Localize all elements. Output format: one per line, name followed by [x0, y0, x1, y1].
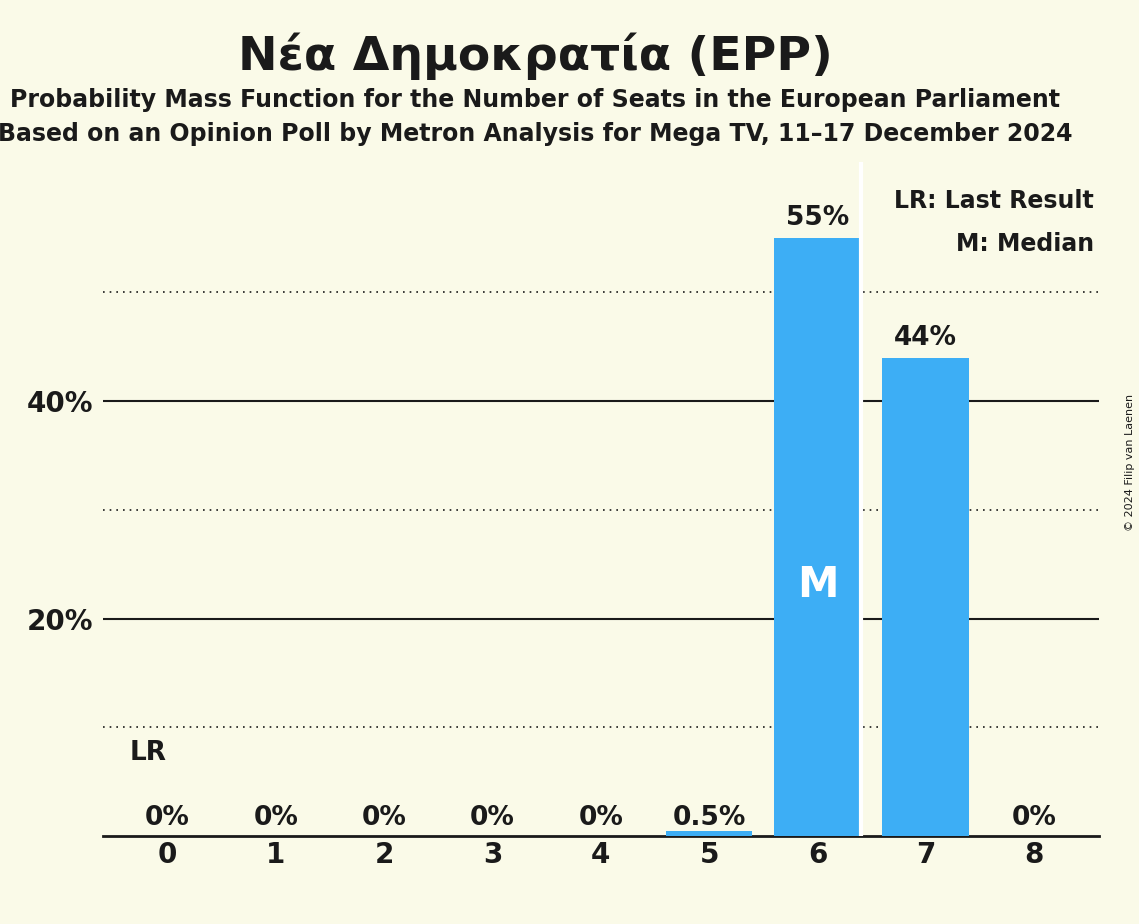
- Text: 44%: 44%: [894, 325, 957, 351]
- Bar: [883, 358, 969, 836]
- Bar: [666, 831, 753, 836]
- Text: 55%: 55%: [786, 205, 849, 231]
- Text: 0%: 0%: [1011, 805, 1057, 831]
- Text: Based on an Opinion Poll by Metron Analysis for Mega TV, 11–17 December 2024: Based on an Opinion Poll by Metron Analy…: [0, 122, 1073, 146]
- Text: M: M: [796, 564, 838, 606]
- Text: Nέα Δημοκρατία (EPP): Nέα Δημοκρατία (EPP): [238, 32, 833, 79]
- Text: © 2024 Filip van Laenen: © 2024 Filip van Laenen: [1125, 394, 1134, 530]
- Text: 0%: 0%: [470, 805, 515, 831]
- Text: M: Median: M: Median: [956, 233, 1093, 257]
- Text: 0%: 0%: [253, 805, 298, 831]
- Text: 0%: 0%: [362, 805, 407, 831]
- Bar: [775, 237, 861, 836]
- Text: 0%: 0%: [145, 805, 190, 831]
- Text: LR: LR: [130, 740, 166, 767]
- Text: 0.5%: 0.5%: [672, 805, 746, 831]
- Text: LR: Last Result: LR: Last Result: [894, 188, 1093, 213]
- Text: 0%: 0%: [579, 805, 623, 831]
- Text: Probability Mass Function for the Number of Seats in the European Parliament: Probability Mass Function for the Number…: [10, 88, 1060, 112]
